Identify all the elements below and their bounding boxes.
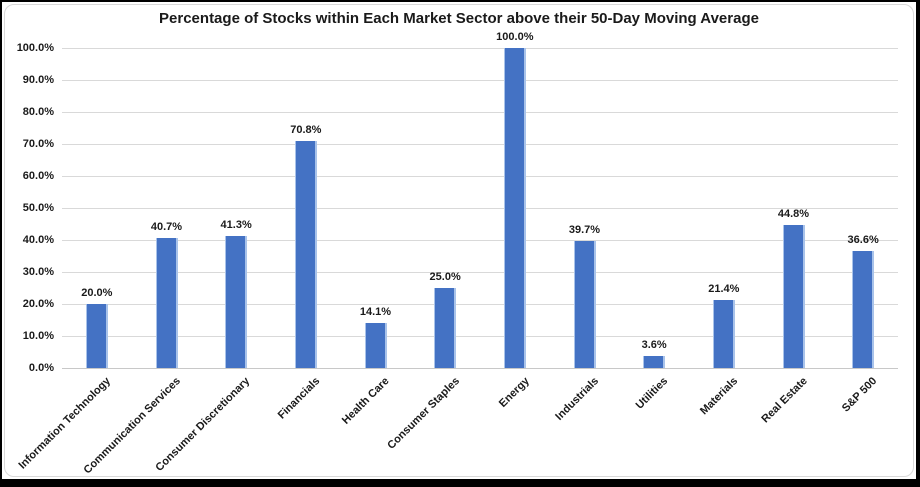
bar [712, 299, 735, 368]
gridline [62, 240, 898, 241]
y-axis-tick-label: 0.0% [28, 362, 54, 374]
bar [503, 48, 526, 368]
bar [782, 224, 805, 368]
y-axis-tick-label: 20.0% [22, 298, 54, 310]
bar-value-label: 39.7% [568, 223, 601, 236]
y-axis-tick-label: 60.0% [22, 170, 54, 182]
bar [155, 237, 178, 368]
y-axis-tick-label: 50.0% [22, 202, 54, 214]
y-axis-tick-label: 10.0% [22, 330, 54, 342]
bar-value-label: 40.7% [150, 220, 183, 233]
bar-value-label: 36.6% [847, 233, 879, 246]
gridline [62, 272, 898, 273]
bar [573, 240, 596, 368]
x-axis-category-label: S&P 500 [840, 375, 880, 415]
gridline [62, 112, 898, 113]
gridline [62, 144, 898, 145]
bar-chart: Percentage of Stocks within Each Market … [2, 2, 916, 479]
x-axis-category-label: Utilities [634, 375, 671, 412]
y-axis-tick-label: 90.0% [22, 74, 54, 86]
x-axis-category-label: Materials [698, 375, 741, 418]
x-axis-category-label: Consumer Staples [384, 375, 462, 452]
bar [643, 356, 666, 368]
gridline [62, 80, 898, 81]
x-axis-category-label: Energy [496, 375, 532, 410]
y-axis-tick-label: 70.0% [22, 138, 54, 150]
x-axis-category-label: Industrials [553, 375, 601, 423]
bar-value-label: 44.8% [777, 207, 810, 220]
bar-value-label: 21.4% [708, 282, 740, 295]
y-axis-tick-label: 80.0% [22, 106, 54, 118]
bar [225, 235, 248, 368]
bar-value-label: 41.3% [220, 218, 252, 231]
chart-title: Percentage of Stocks within Each Market … [159, 10, 759, 27]
bar-value-label: 25.0% [429, 271, 461, 283]
gridline [62, 48, 898, 49]
bar [434, 288, 457, 368]
gridline [62, 368, 898, 369]
bar-value-label: 20.0% [81, 287, 113, 299]
x-axis-category-label: Health Care [340, 375, 392, 427]
gridline [62, 336, 898, 337]
bar [852, 250, 875, 368]
gridline [62, 176, 898, 177]
x-axis-category-label: Financials [275, 375, 323, 422]
bar-value-label: 70.8% [290, 124, 322, 137]
y-axis-tick-label: 100.0% [16, 42, 54, 54]
gridline [62, 208, 898, 209]
y-axis-tick-label: 40.0% [22, 234, 54, 246]
x-axis-category-label: Real Estate [759, 375, 810, 426]
bar [85, 304, 108, 368]
bar [364, 322, 387, 368]
y-axis-tick-label: 30.0% [22, 266, 54, 278]
bar-value-label: 100.0% [496, 31, 534, 43]
bar [294, 141, 317, 368]
bar-value-label: 3.6% [641, 339, 667, 352]
gridline [62, 304, 898, 305]
bar-value-label: 14.1% [359, 305, 392, 318]
